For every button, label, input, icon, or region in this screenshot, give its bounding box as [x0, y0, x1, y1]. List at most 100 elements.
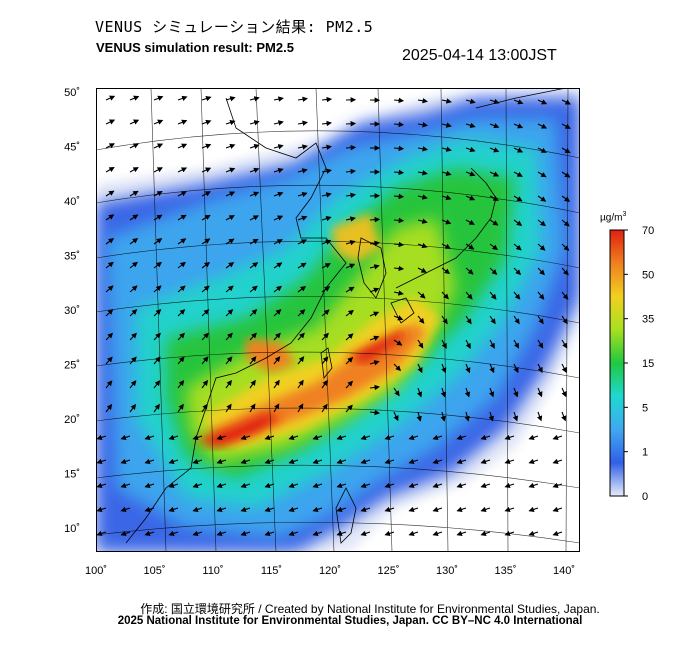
parallel-30 [96, 296, 580, 324]
lon-tick-label: 130˚ [436, 565, 458, 577]
wind-arrow [561, 411, 567, 422]
wind-arrow [441, 194, 452, 201]
wind-arrow [297, 262, 307, 269]
wind-arrow [441, 122, 452, 128]
wind-arrow [201, 285, 210, 293]
wind-arrow [465, 339, 471, 349]
wind-arrow [225, 167, 236, 173]
lon-tick-label: 105˚ [143, 565, 165, 577]
wind-arrow [537, 291, 545, 300]
wind-arrow [96, 434, 107, 441]
wind-arrow [489, 291, 497, 300]
wind-arrow [288, 506, 299, 513]
wind-arrow [561, 339, 568, 349]
wind-arrow [201, 261, 211, 269]
wind-arrow [345, 356, 354, 365]
wind-arrow [264, 530, 275, 537]
wind-arrow [369, 264, 380, 270]
wind-arrow [456, 458, 467, 465]
wind-arrow [369, 240, 380, 247]
wind-arrow [297, 215, 308, 221]
wind-arrow [225, 119, 236, 126]
wind-arrow [552, 482, 563, 489]
wind-arrow [201, 403, 208, 413]
wind-arrow [336, 482, 347, 489]
wind-arrow [249, 356, 257, 365]
wind-arrow [297, 144, 308, 150]
lat-tick-label: 30˚ [64, 305, 80, 317]
wind-arrow [153, 403, 160, 413]
colorbar-tick-label: 0 [642, 491, 648, 503]
wind-arrow [201, 238, 211, 245]
wind-arrow [297, 96, 308, 103]
wind-arrow [456, 506, 467, 513]
title-english: VENUS simulation result: PM2.5 [96, 40, 294, 55]
wind-arrow [120, 434, 131, 441]
wind-arrow [129, 285, 138, 293]
wind-arrow [105, 143, 115, 149]
wind-arrow [249, 262, 259, 269]
wind-arrow [504, 482, 515, 489]
wind-arrow [417, 315, 425, 324]
wind-arrow [537, 315, 544, 325]
wind-arrow [297, 168, 308, 174]
wind-arrow [192, 482, 203, 489]
wind-arrow [225, 191, 236, 197]
wind-arrow [441, 243, 451, 249]
wind-arrow [288, 482, 299, 489]
wind-arrow [489, 267, 498, 275]
wind-arrow [561, 219, 570, 227]
wind-arrow [273, 356, 281, 365]
wind-arrow [513, 363, 519, 374]
wind-arrow [105, 119, 116, 125]
copyright-line: 2025 National Institute for Environmenta… [117, 615, 583, 627]
wind-arrow [480, 530, 491, 537]
wind-arrow [456, 530, 467, 537]
wind-arrow [240, 458, 251, 465]
wind-arrow [345, 380, 354, 389]
wind-arrow [225, 262, 235, 269]
wind-arrow [360, 434, 371, 441]
wind-arrow [321, 309, 330, 317]
wind-arrow [105, 380, 113, 389]
wind-arrow [177, 332, 185, 341]
wind-arrow [465, 243, 475, 250]
wind-arrow [297, 285, 307, 293]
wind-arrow [345, 286, 355, 293]
wind-arrow [321, 215, 332, 222]
wind-arrow [249, 379, 256, 389]
wind-arrow [201, 95, 212, 102]
wind-arrow [168, 458, 179, 465]
wind-arrow [513, 339, 520, 349]
wind-arrow [360, 530, 371, 537]
wind-arrow [129, 261, 138, 269]
wind-arrow [312, 482, 323, 489]
wind-arrow [552, 434, 563, 441]
wind-arrow [153, 309, 162, 317]
wind-arrow [480, 434, 491, 441]
wind-arrow [321, 120, 332, 127]
wind-arrow [441, 363, 447, 374]
wind-arrow [345, 168, 356, 175]
wind-arrow [273, 167, 284, 174]
wind-arrow [312, 530, 323, 537]
wind-arrow [129, 119, 140, 125]
wind-arrow [225, 215, 235, 221]
wind-arrow [105, 190, 115, 197]
wind-arrow [129, 143, 139, 149]
wind-arrow [120, 482, 131, 489]
wind-arrow [440, 387, 447, 398]
colorbar-tick-label: 1 [642, 447, 648, 459]
wind-arrow [273, 96, 284, 102]
wind-arrow [201, 167, 212, 173]
wind-arrow [153, 380, 161, 389]
wind-arrow [441, 146, 452, 152]
wind-arrow [273, 144, 284, 150]
wind-arrow [561, 123, 571, 129]
wind-arrow [369, 384, 380, 391]
field-orange-yellow-sea [331, 213, 381, 263]
wind-arrow [225, 403, 232, 413]
wind-arrow [513, 123, 524, 129]
wind-arrow [264, 506, 275, 513]
wind-arrow [105, 261, 114, 269]
